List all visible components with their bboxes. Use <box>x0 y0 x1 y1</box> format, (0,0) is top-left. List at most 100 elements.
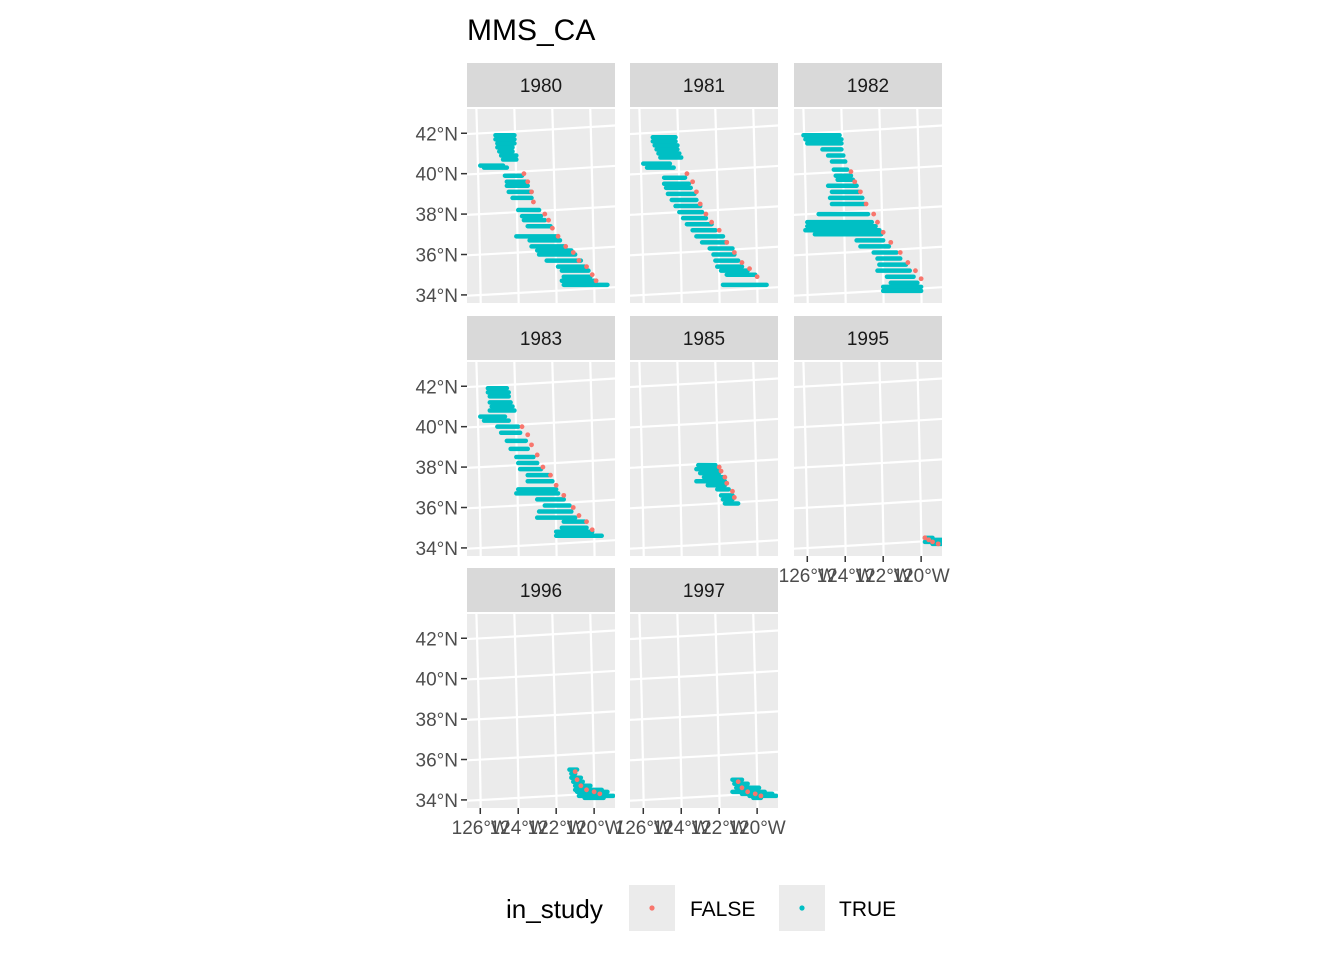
facet-strip-label: 1980 <box>520 76 562 97</box>
graticule-lat <box>630 164 778 176</box>
in-study-false-point <box>576 513 582 518</box>
facet-strip-label: 1995 <box>847 329 889 350</box>
in-study-false-point <box>739 260 745 265</box>
y-tick-label: 34°N <box>416 286 458 307</box>
facet-1996: 1996 42°N 40°N 38°N 36°N 34°N 126°W124°W122°W1… <box>416 568 623 839</box>
in-study-false-point <box>570 505 576 510</box>
in-study-false-point <box>897 250 903 255</box>
graticule-lon <box>475 109 482 303</box>
graticule-lon <box>802 109 809 303</box>
in-study-false-point <box>888 239 894 245</box>
in-study-false-point <box>716 227 722 233</box>
in-study-false-point <box>745 789 751 795</box>
in-study-false-point <box>926 537 932 543</box>
x-tick-label: 122°W <box>855 566 912 587</box>
y-tick-label: 36°N <box>416 246 458 267</box>
in-study-false-point <box>848 169 854 175</box>
graticule-lon <box>475 614 482 808</box>
graticule-lat <box>630 124 778 136</box>
facet-strip <box>630 568 778 612</box>
x-tick-label: 126°W <box>779 566 836 587</box>
x-tick-label: 126°W <box>452 818 509 839</box>
y-tick-label: 42°N <box>416 377 458 398</box>
x-tick-label: 122°W <box>691 818 748 839</box>
chart-title: MMS_CA <box>467 14 595 47</box>
in-study-false-point <box>697 201 703 207</box>
graticule-lat <box>794 417 942 429</box>
in-study-false-point <box>563 244 569 249</box>
x-tick-label: 124°W <box>653 818 710 839</box>
graticule-lon <box>475 362 482 556</box>
in-study-false-point <box>930 539 935 545</box>
in-study-false-point <box>731 250 737 255</box>
in-study-false-point <box>576 258 582 263</box>
graticule-lat <box>794 458 942 469</box>
in-study-false-point <box>534 452 540 458</box>
facet-strip-label: 1997 <box>683 581 725 602</box>
y-tick-label: 38°N <box>416 205 458 226</box>
graticule-lon <box>714 614 721 808</box>
in-study-false-point <box>540 464 546 470</box>
in-study-false-point <box>905 260 911 265</box>
in-study-false-point <box>694 189 699 195</box>
in-study-false-point <box>555 233 561 239</box>
graticule-lat <box>467 124 615 136</box>
in-study-false-point <box>758 793 764 799</box>
facet-strip <box>794 316 942 360</box>
graticule-lon <box>878 362 885 556</box>
facet-strip <box>630 316 778 360</box>
in-study-false-point <box>871 211 877 217</box>
legend-label-false: FALSE <box>690 898 755 921</box>
facet-strip <box>467 63 615 107</box>
graticule-lat <box>467 377 615 389</box>
graticule-lon <box>513 109 520 303</box>
in-study-false-point <box>731 494 737 500</box>
graticule-lat <box>467 164 615 176</box>
graticule-lon <box>714 109 721 303</box>
in-study-false-point <box>716 464 722 470</box>
graticule-lon <box>878 109 885 303</box>
facet-1982: 1982 <box>794 63 942 303</box>
graticule-lon <box>589 614 596 808</box>
in-study-false-point <box>546 217 551 223</box>
facet-strip <box>467 316 615 360</box>
in-study-false-point <box>553 482 559 488</box>
facet-strip <box>467 568 615 612</box>
graticule-lon <box>955 358 960 560</box>
legend: in_study FALSE TRUE <box>506 885 896 931</box>
in-study-false-point <box>593 278 599 284</box>
in-study-false-point <box>880 229 886 235</box>
in-study-false-point <box>684 171 690 177</box>
graticule-lat <box>467 417 615 429</box>
graticule-lat <box>630 205 778 216</box>
in-study-false-point <box>724 480 730 486</box>
graticule-lon <box>802 362 809 556</box>
in-study-false-point <box>703 211 709 217</box>
facet-1985: 1985 <box>630 316 778 556</box>
in-study-false-point <box>570 250 576 255</box>
graticule-lon <box>714 362 721 556</box>
in-study-false-point <box>730 488 735 494</box>
x-tick-label: 122°W <box>528 818 585 839</box>
in-study-false-point <box>852 179 858 185</box>
in-study-false-point <box>561 492 567 498</box>
in-study-false-point <box>529 189 534 195</box>
graticule-lon <box>916 362 923 556</box>
in-study-false-point <box>935 541 941 547</box>
graticule-lon <box>791 610 796 812</box>
in-study-false-point <box>531 199 536 205</box>
in-study-false-point <box>718 468 724 474</box>
in-study-false-point <box>549 225 555 231</box>
graticule-lat <box>467 629 615 641</box>
in-study-false-point <box>754 274 760 280</box>
y-tick-label: 42°N <box>416 629 458 650</box>
y-tick-label: 40°N <box>416 165 458 186</box>
in-study-false-point <box>597 791 603 797</box>
in-study-false-point <box>922 535 928 541</box>
in-study-false-point <box>735 779 741 785</box>
graticule-lon <box>676 614 683 808</box>
y-tick-label: 38°N <box>416 710 458 731</box>
facet-1983: 1983 42°N 40°N 38°N 36°N 34°N <box>416 316 615 560</box>
in-study-false-point <box>578 783 584 789</box>
